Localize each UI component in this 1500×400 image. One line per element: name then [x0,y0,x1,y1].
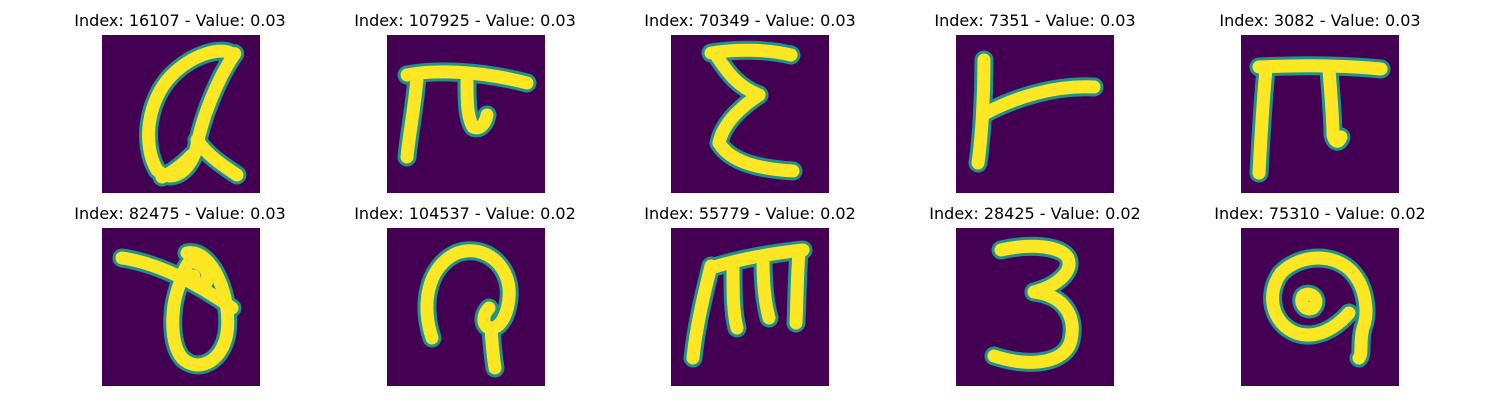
glyph-theta-slash [112,243,242,375]
panel-title: Index: 70349 - Value: 0.03 [644,11,856,30]
digit-image-panel [1241,228,1399,386]
glyph-hooked-loop [417,241,519,378]
glyph-epsilon [701,40,803,181]
glyph-three [984,236,1082,372]
panel-title: Index: 28425 - Value: 0.02 [929,204,1141,223]
glyph-pi [1249,56,1391,183]
panel-title: Index: 104537 - Value: 0.02 [354,204,576,223]
digit-image-panel [387,35,545,193]
digit-image-panel [671,35,829,193]
glyph-alpha-loop [139,41,247,187]
panel-title: Index: 7351 - Value: 0.03 [934,11,1136,30]
digit-image-panel [102,228,260,386]
panel-title: Index: 3082 - Value: 0.03 [1219,11,1421,30]
digit-image-panel [956,35,1114,193]
panel-title: Index: 55779 - Value: 0.02 [644,204,856,223]
digit-image-panel [1241,35,1399,193]
digit-image-panel [671,228,829,386]
panel-title: Index: 16107 - Value: 0.03 [74,11,286,30]
glyph-edge [1249,56,1391,183]
digit-image-panel [956,228,1114,386]
digit-image-panel [102,35,260,193]
panel-title: Index: 107925 - Value: 0.03 [354,11,576,30]
glyph-left-tack [968,50,1104,173]
glyph-m-shape [683,240,813,368]
digit-image-panel [387,228,545,386]
glyph-pi-hook [397,62,537,167]
glyph-blob-loop [1263,248,1376,368]
panel-title: Index: 75310 - Value: 0.02 [1214,204,1426,223]
panel-title: Index: 82475 - Value: 0.03 [74,204,286,223]
